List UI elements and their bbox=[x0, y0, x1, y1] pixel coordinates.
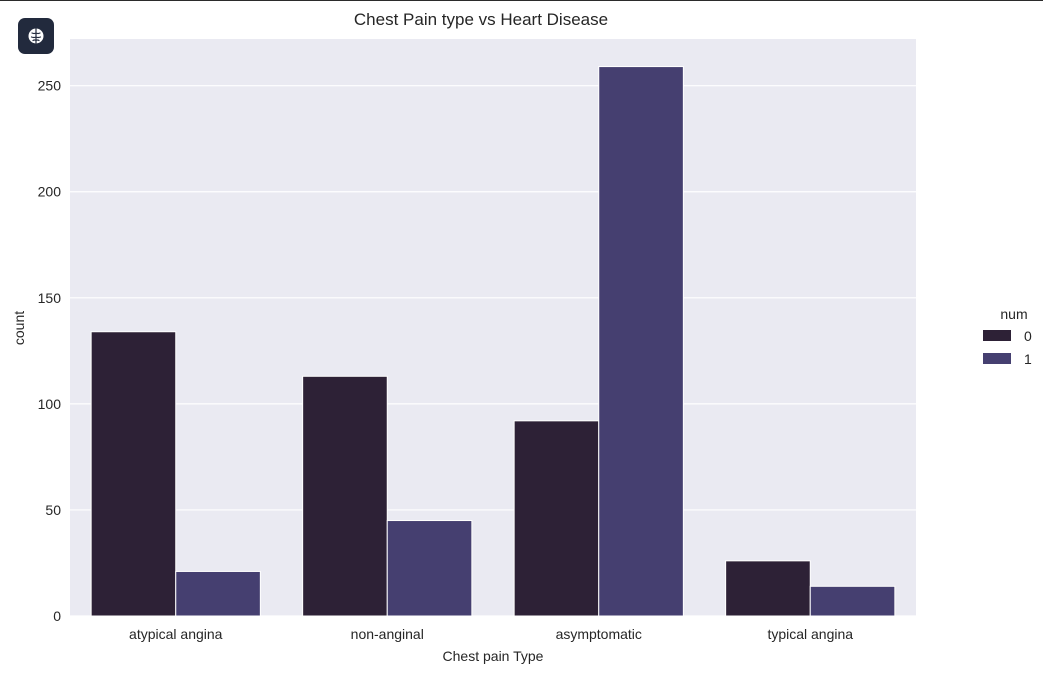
chart-title: Chest Pain type vs Heart Disease bbox=[354, 10, 608, 29]
y-tick-label: 200 bbox=[38, 184, 62, 200]
grid-lines bbox=[70, 85, 916, 617]
x-tick-labels: atypical angina non-anginal asymptomatic ty… bbox=[129, 626, 853, 642]
y-tick-labels: 0 50 100 150 200 250 bbox=[38, 78, 62, 624]
legend-title: num bbox=[1000, 306, 1027, 322]
x-tick-label: asymptomatic bbox=[556, 626, 642, 642]
legend-label-0: 0 bbox=[1024, 328, 1032, 344]
y-tick-label: 50 bbox=[45, 502, 61, 518]
x-tick-label: typical angina bbox=[767, 626, 853, 642]
legend-swatch-0 bbox=[983, 330, 1011, 341]
bar-non-anginal-series-0 bbox=[302, 375, 388, 617]
top-border bbox=[0, 0, 1043, 1]
app-badge[interactable] bbox=[18, 18, 54, 54]
brain-icon bbox=[28, 28, 44, 44]
x-tick-label: atypical angina bbox=[129, 626, 223, 642]
y-tick-label: 250 bbox=[38, 78, 62, 94]
x-tick-label: non-anginal bbox=[351, 626, 424, 642]
bar-atypical-angina-series-0 bbox=[90, 331, 177, 617]
y-axis-label: count bbox=[11, 311, 27, 345]
plot-area bbox=[70, 39, 916, 616]
x-axis-label: Chest pain Type bbox=[443, 648, 544, 664]
bar-asymptomatic-series-1 bbox=[598, 66, 684, 617]
y-tick-label: 0 bbox=[53, 608, 61, 624]
bar-atypical-angina-series-1 bbox=[175, 570, 261, 617]
bar-asymptomatic-series-0 bbox=[513, 420, 600, 617]
y-tick-label: 100 bbox=[38, 396, 62, 412]
legend-label-1: 1 bbox=[1024, 351, 1032, 367]
legend: num 0 1 bbox=[983, 306, 1032, 367]
y-tick-label: 150 bbox=[38, 290, 62, 306]
legend-swatch-1 bbox=[983, 353, 1011, 364]
bar-typical-angina-series-0 bbox=[725, 560, 811, 617]
bars bbox=[90, 66, 896, 617]
bar-typical-angina-series-1 bbox=[809, 585, 896, 617]
bar-non-anginal-series-1 bbox=[386, 520, 473, 617]
